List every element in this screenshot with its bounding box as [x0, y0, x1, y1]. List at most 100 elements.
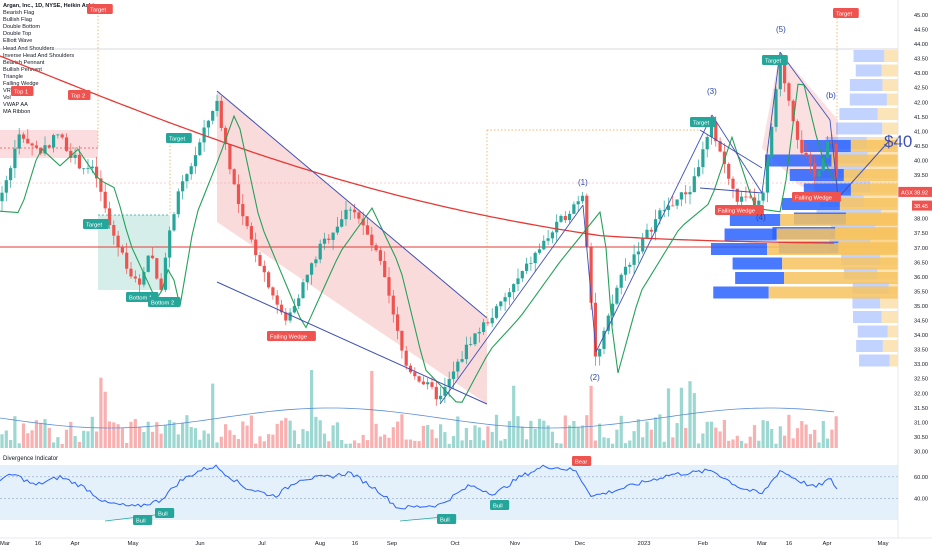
candle-body: [623, 266, 628, 275]
candle-body: [47, 145, 51, 148]
volume-bar: [314, 416, 318, 448]
volume-bar: [245, 425, 249, 448]
volume-bar: [275, 423, 279, 448]
vrvp-bar-down: [881, 64, 898, 77]
y-tick-label: 40.00: [914, 158, 928, 164]
legend-item[interactable]: Triangle: [3, 73, 24, 80]
candle-body: [576, 201, 580, 205]
y-tick-label: 34.00: [914, 333, 928, 339]
legend-item[interactable]: VWAP AA: [3, 102, 28, 109]
volume-bar: [469, 439, 473, 448]
candle-body: [451, 371, 456, 379]
volume-bar: [628, 440, 632, 448]
legend-item[interactable]: Inverse Head And Shoulders: [3, 52, 75, 59]
legend-item[interactable]: Head And Shoulders: [3, 45, 55, 52]
legend-item[interactable]: Vol: [3, 95, 11, 102]
volume-bar: [748, 436, 752, 448]
wave-label: (1): [578, 178, 588, 187]
x-tick-label: Feb: [698, 541, 708, 547]
top1-label-text: Top 1: [14, 89, 28, 95]
candle-body: [542, 240, 546, 250]
volume-bar: [146, 421, 150, 448]
candle-body: [619, 274, 623, 288]
candle-body: [43, 145, 47, 154]
volume-bar: [830, 429, 834, 448]
volume-bar: [744, 443, 748, 448]
volume-bar: [340, 439, 344, 448]
legend-item[interactable]: MA Ribbon: [3, 109, 31, 116]
volume-bar: [82, 430, 86, 448]
x-tick-label: Mar: [757, 541, 767, 547]
legend-item[interactable]: Bearish Pennant: [3, 59, 45, 66]
volume-bar: [378, 436, 382, 448]
volume-bar: [301, 429, 305, 448]
volume-bar: [26, 433, 30, 448]
volume-bar: [636, 419, 640, 448]
candle-body: [606, 315, 610, 331]
candle-body: [275, 295, 279, 305]
wave-label: (4): [756, 213, 766, 222]
legend-item[interactable]: Double Top: [3, 31, 32, 38]
volume-bar: [765, 421, 769, 448]
candle-body: [189, 166, 193, 175]
legend-item[interactable]: VRVP: [3, 88, 19, 95]
volume-bar: [284, 418, 288, 448]
legend-item[interactable]: Bullish Pennant: [3, 66, 42, 73]
candle-body: [73, 154, 77, 158]
candle-body: [95, 166, 99, 179]
vrvp-bar-down-strong: [850, 183, 898, 196]
vrvp-bar-up-strong: [764, 154, 832, 167]
volume-bar: [559, 443, 563, 448]
candle-body: [490, 317, 494, 324]
volume-bar: [503, 438, 507, 448]
top2-label-bg: [68, 90, 91, 100]
volume-bar: [740, 440, 744, 448]
volume-bar: [834, 416, 838, 448]
candle-body: [473, 333, 477, 345]
y-tick-label: 35.00: [914, 304, 928, 310]
volume-bar: [310, 370, 314, 448]
volume-bar: [654, 417, 658, 448]
osc-bear-badge-bg: [572, 456, 592, 466]
legend-item[interactable]: Double Bottom: [3, 24, 41, 31]
candle-body: [598, 348, 602, 357]
legend-item[interactable]: Falling Wedge: [3, 81, 39, 88]
target-label-top-bg: [87, 4, 113, 14]
osc-bull-badge-2-text: Bull: [158, 511, 168, 517]
candle-body: [460, 359, 464, 362]
candle-body: [138, 278, 142, 285]
bottom1-label-text: Bottom 1: [129, 295, 152, 301]
legend-item[interactable]: Bearish Flag: [3, 10, 35, 17]
legend-item[interactable]: Bullish Flag: [3, 17, 32, 24]
volume-bar: [546, 425, 550, 448]
volume-bar: [688, 381, 692, 448]
y-tick-label: 35.50: [914, 289, 928, 295]
candle-body: [512, 284, 516, 293]
legend-item[interactable]: Elliott Wave: [3, 38, 33, 45]
candle-body: [327, 238, 331, 240]
candle-body: [791, 100, 795, 122]
candle-body: [692, 176, 696, 193]
target-label-bottom-text: Target: [86, 222, 103, 228]
volume-bar: [64, 429, 69, 448]
target-label-bottom-bg: [83, 219, 109, 229]
candle-body: [142, 271, 146, 285]
y-tick-label: 40.50: [914, 144, 928, 150]
candle-body: [0, 192, 4, 202]
candle-body: [675, 199, 679, 206]
y-tick-label: 45.00: [914, 13, 928, 19]
falling-wedge-label-left: Falling Wedge: [267, 331, 316, 341]
osc-bull-badge-1: Bull: [133, 515, 153, 525]
vrvp-bar-down: [886, 93, 898, 106]
candle-body: [688, 192, 692, 195]
volume-bar: [735, 435, 739, 448]
candle-body: [206, 120, 210, 128]
candle-body: [107, 208, 112, 226]
candle-body: [241, 204, 245, 217]
volume-bar: [17, 443, 21, 448]
candle-body: [400, 330, 404, 351]
candle-body: [314, 259, 318, 264]
candle-body: [679, 192, 683, 200]
indicator-legend: Argan, Inc., 1D, NYSE, Heikin Ashi Beari…: [3, 3, 94, 117]
